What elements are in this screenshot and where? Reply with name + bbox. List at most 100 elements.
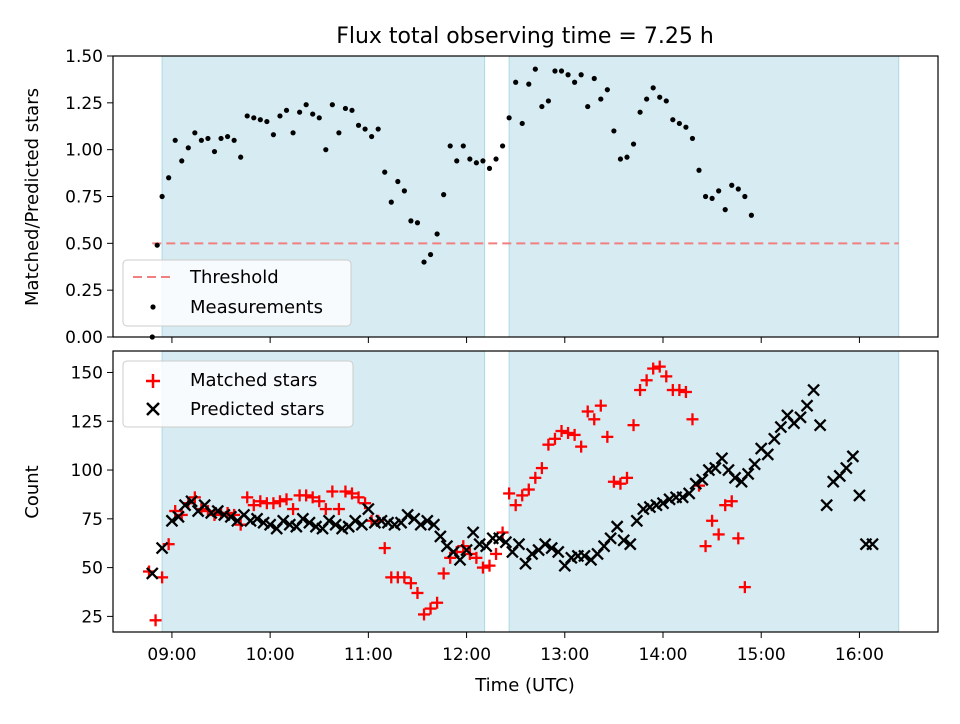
data-point (490, 547, 503, 560)
x-tick-label: 15:00 (737, 645, 786, 665)
data-point (660, 370, 673, 383)
data-point (185, 145, 191, 151)
data-point (532, 66, 538, 72)
data-point (454, 158, 460, 164)
data-point (689, 477, 703, 491)
data-point (676, 120, 682, 127)
data-point (748, 457, 761, 471)
y-axis-label-top: Matched/Predicted stars (22, 88, 43, 306)
data-point (575, 440, 588, 453)
legend-bottom: Matched stars Predicted stars (122, 360, 354, 428)
data-point (552, 68, 558, 74)
data-point (689, 135, 696, 142)
data-point (398, 571, 411, 584)
data-point (611, 128, 617, 134)
data-point (535, 462, 548, 475)
data-point (257, 117, 263, 123)
data-point (224, 510, 238, 524)
data-point (414, 220, 421, 226)
data-point (800, 399, 814, 412)
data-point (617, 533, 631, 547)
data-point (263, 518, 277, 531)
y-tick-label: 0.75 (65, 188, 103, 208)
data-point (513, 79, 519, 85)
data-point (538, 537, 552, 551)
data-point (562, 426, 575, 439)
measurement-points (149, 66, 754, 340)
legend-box (122, 259, 352, 327)
data-point (303, 102, 309, 108)
legend-box (122, 360, 354, 428)
data-point (421, 259, 427, 265)
data-point (774, 420, 788, 434)
y-tick-label: 125 (71, 412, 103, 432)
data-point (761, 448, 775, 461)
chart-title: Flux total observing time = 7.25 h (336, 24, 714, 49)
data-point (676, 491, 689, 504)
data-point (401, 188, 407, 194)
data-point (650, 85, 656, 91)
data-point (670, 117, 676, 123)
data-point (231, 137, 237, 143)
data-point (241, 491, 254, 504)
data-point (244, 113, 250, 119)
data-point (682, 487, 696, 500)
data-point (732, 532, 745, 545)
data-point (492, 532, 506, 545)
data-point (447, 143, 453, 149)
data-point (316, 115, 322, 121)
data-point (362, 502, 375, 516)
data-point (486, 165, 493, 171)
axis-ticks: 0.00 0.25 0.50 0.75 1.00 1.25 1.50 (65, 47, 860, 348)
data-point (218, 135, 224, 142)
data-point (352, 491, 365, 504)
data-point (251, 115, 257, 121)
data-point (480, 158, 486, 164)
data-point (748, 212, 754, 218)
data-point (296, 512, 310, 526)
data-point (250, 512, 264, 526)
data-point (585, 103, 591, 110)
data-point (604, 87, 610, 93)
data-point (247, 499, 260, 512)
data-point (466, 526, 480, 539)
data-point (339, 485, 352, 498)
data-point (395, 178, 401, 185)
data-point (493, 156, 499, 162)
data-point (627, 419, 640, 432)
data-point (630, 141, 637, 147)
data-point (767, 432, 781, 446)
data-point (591, 75, 597, 82)
data-point (149, 614, 162, 627)
data-point (644, 96, 650, 102)
data-point (434, 231, 440, 237)
data-point (663, 98, 669, 104)
data-point (329, 102, 335, 108)
data-point (476, 561, 489, 574)
legend-threshold-label: Threshold (189, 267, 279, 288)
x-axis-label: Time (UTC) (474, 675, 575, 696)
data-point (539, 103, 545, 110)
data-point (516, 489, 529, 502)
y-tick-label: 0.00 (65, 328, 103, 348)
data-point (715, 452, 729, 465)
data-point (578, 72, 584, 78)
predicted-stars-points (145, 383, 879, 580)
data-point (696, 167, 702, 173)
data-point (623, 537, 637, 551)
data-point (411, 586, 424, 599)
x-tick-label: 11:00 (344, 645, 393, 665)
data-point (165, 514, 179, 528)
data-point (617, 156, 624, 162)
data-point (542, 438, 555, 451)
x-tick-label: 10:00 (246, 645, 295, 665)
data-point (695, 473, 709, 487)
data-point (637, 109, 643, 115)
data-point (375, 126, 381, 132)
data-point (306, 491, 319, 504)
data-point (716, 188, 722, 194)
data-point (656, 496, 670, 510)
data-point (709, 195, 715, 201)
data-point (640, 374, 653, 387)
data-point (349, 107, 355, 113)
